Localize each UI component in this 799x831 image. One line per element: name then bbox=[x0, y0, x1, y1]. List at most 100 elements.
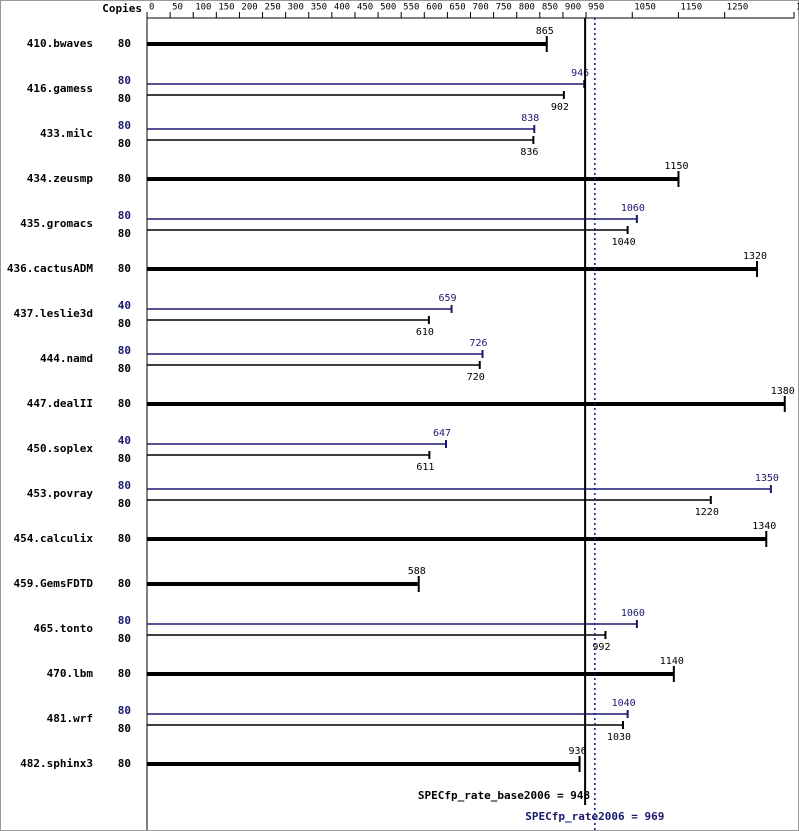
copies-header: Copies bbox=[102, 2, 142, 15]
x-tick-label: 750 bbox=[496, 3, 512, 13]
copies: 80 bbox=[118, 119, 131, 132]
value-label: 1140 bbox=[660, 656, 684, 667]
copies: 40 bbox=[118, 299, 131, 312]
benchmark-name: 482.sphinx3 bbox=[20, 757, 93, 770]
x-tick-label: 1150 bbox=[680, 3, 702, 13]
benchmark-name: 453.povray bbox=[27, 487, 94, 500]
x-tick-label: 400 bbox=[334, 3, 350, 13]
bar bbox=[147, 582, 419, 586]
x-tick-label: 950 bbox=[588, 3, 604, 13]
copies: 80 bbox=[118, 227, 131, 240]
copies: 80 bbox=[118, 497, 131, 510]
copies: 80 bbox=[118, 667, 131, 680]
value-label: 936 bbox=[569, 746, 587, 757]
value-label: 946 bbox=[571, 68, 589, 79]
value-label: 992 bbox=[592, 642, 610, 653]
value-label: 1040 bbox=[612, 698, 636, 709]
x-tick-label: 500 bbox=[380, 3, 396, 13]
value-label: 1350 bbox=[755, 473, 779, 484]
x-tick-label: 1400 bbox=[796, 3, 799, 13]
bar bbox=[147, 267, 758, 271]
bar bbox=[147, 402, 785, 406]
benchmark-name: 435.gromacs bbox=[20, 217, 93, 230]
copies: 80 bbox=[118, 757, 131, 770]
copies: 80 bbox=[118, 172, 131, 185]
benchmark-name: 454.calculix bbox=[14, 532, 94, 545]
benchmark-name: 437.leslie3d bbox=[14, 307, 93, 320]
value-label: 902 bbox=[551, 102, 569, 113]
x-tick-label: 650 bbox=[449, 3, 465, 13]
bar bbox=[147, 177, 679, 181]
bar bbox=[147, 537, 767, 541]
value-label: 1380 bbox=[771, 386, 795, 397]
x-tick-label: 550 bbox=[403, 3, 419, 13]
value-label: 865 bbox=[536, 26, 554, 37]
benchmark-name: 434.zeusmp bbox=[27, 172, 94, 185]
value-label: 1060 bbox=[621, 608, 645, 619]
value-label: 1150 bbox=[664, 161, 688, 172]
value-label: 1040 bbox=[612, 237, 636, 248]
benchmark-name: 465.tonto bbox=[33, 622, 93, 635]
x-tick-label: 450 bbox=[357, 3, 373, 13]
value-label: 1030 bbox=[607, 732, 631, 743]
value-label: 1340 bbox=[752, 521, 776, 532]
value-label: 720 bbox=[467, 372, 485, 383]
benchmark-name: 481.wrf bbox=[47, 712, 93, 725]
value-label: 659 bbox=[439, 293, 457, 304]
copies: 80 bbox=[118, 37, 131, 50]
reference-label: SPECfp_rate_base2006 = 948 bbox=[418, 789, 590, 802]
copies: 80 bbox=[118, 532, 131, 545]
x-tick-label: 900 bbox=[565, 3, 581, 13]
x-tick-label: 350 bbox=[311, 3, 327, 13]
value-label: 836 bbox=[520, 147, 538, 158]
copies: 80 bbox=[118, 92, 131, 105]
value-label: 838 bbox=[521, 113, 539, 124]
value-label: 1320 bbox=[743, 251, 767, 262]
x-tick-label: 250 bbox=[265, 3, 281, 13]
copies: 80 bbox=[118, 722, 131, 735]
reference-label: SPECfp_rate2006 = 969 bbox=[525, 810, 664, 823]
value-label: 610 bbox=[416, 327, 434, 338]
x-tick-label: 100 bbox=[195, 3, 211, 13]
x-tick-label: 700 bbox=[473, 3, 489, 13]
value-label: 726 bbox=[469, 338, 487, 349]
x-tick-label: 300 bbox=[288, 3, 304, 13]
benchmark-name: 433.milc bbox=[40, 127, 93, 140]
bar bbox=[147, 42, 547, 46]
copies: 80 bbox=[118, 577, 131, 590]
value-label: 588 bbox=[408, 566, 426, 577]
value-label: 647 bbox=[433, 428, 451, 439]
x-tick-label: 800 bbox=[519, 3, 535, 13]
copies: 80 bbox=[118, 632, 131, 645]
bar bbox=[147, 762, 580, 766]
copies: 80 bbox=[118, 362, 131, 375]
benchmark-name: 450.soplex bbox=[27, 442, 94, 455]
benchmark-name: 470.lbm bbox=[47, 667, 94, 680]
bar bbox=[147, 672, 674, 676]
copies: 80 bbox=[118, 397, 131, 410]
benchmark-name: 444.namd bbox=[40, 352, 93, 365]
copies: 80 bbox=[118, 209, 131, 222]
x-tick-label: 600 bbox=[426, 3, 442, 13]
benchmark-name: 436.cactusADM bbox=[7, 262, 93, 275]
x-tick-label: 1250 bbox=[727, 3, 749, 13]
value-label: 1060 bbox=[621, 203, 645, 214]
x-tick-label: 0 bbox=[149, 3, 154, 13]
copies: 80 bbox=[118, 479, 131, 492]
copies: 80 bbox=[118, 137, 131, 150]
x-tick-label: 50 bbox=[172, 3, 183, 13]
copies: 80 bbox=[118, 317, 131, 330]
copies: 80 bbox=[118, 452, 131, 465]
copies: 80 bbox=[118, 704, 131, 717]
copies: 80 bbox=[118, 262, 131, 275]
x-tick-label: 200 bbox=[241, 3, 257, 13]
benchmark-name: 459.GemsFDTD bbox=[14, 577, 94, 590]
copies: 80 bbox=[118, 74, 131, 87]
x-tick-label: 850 bbox=[542, 3, 558, 13]
value-label: 611 bbox=[416, 462, 434, 473]
x-tick-label: 1050 bbox=[634, 3, 656, 13]
benchmark-name: 410.bwaves bbox=[27, 37, 93, 50]
x-tick-label: 150 bbox=[218, 3, 234, 13]
